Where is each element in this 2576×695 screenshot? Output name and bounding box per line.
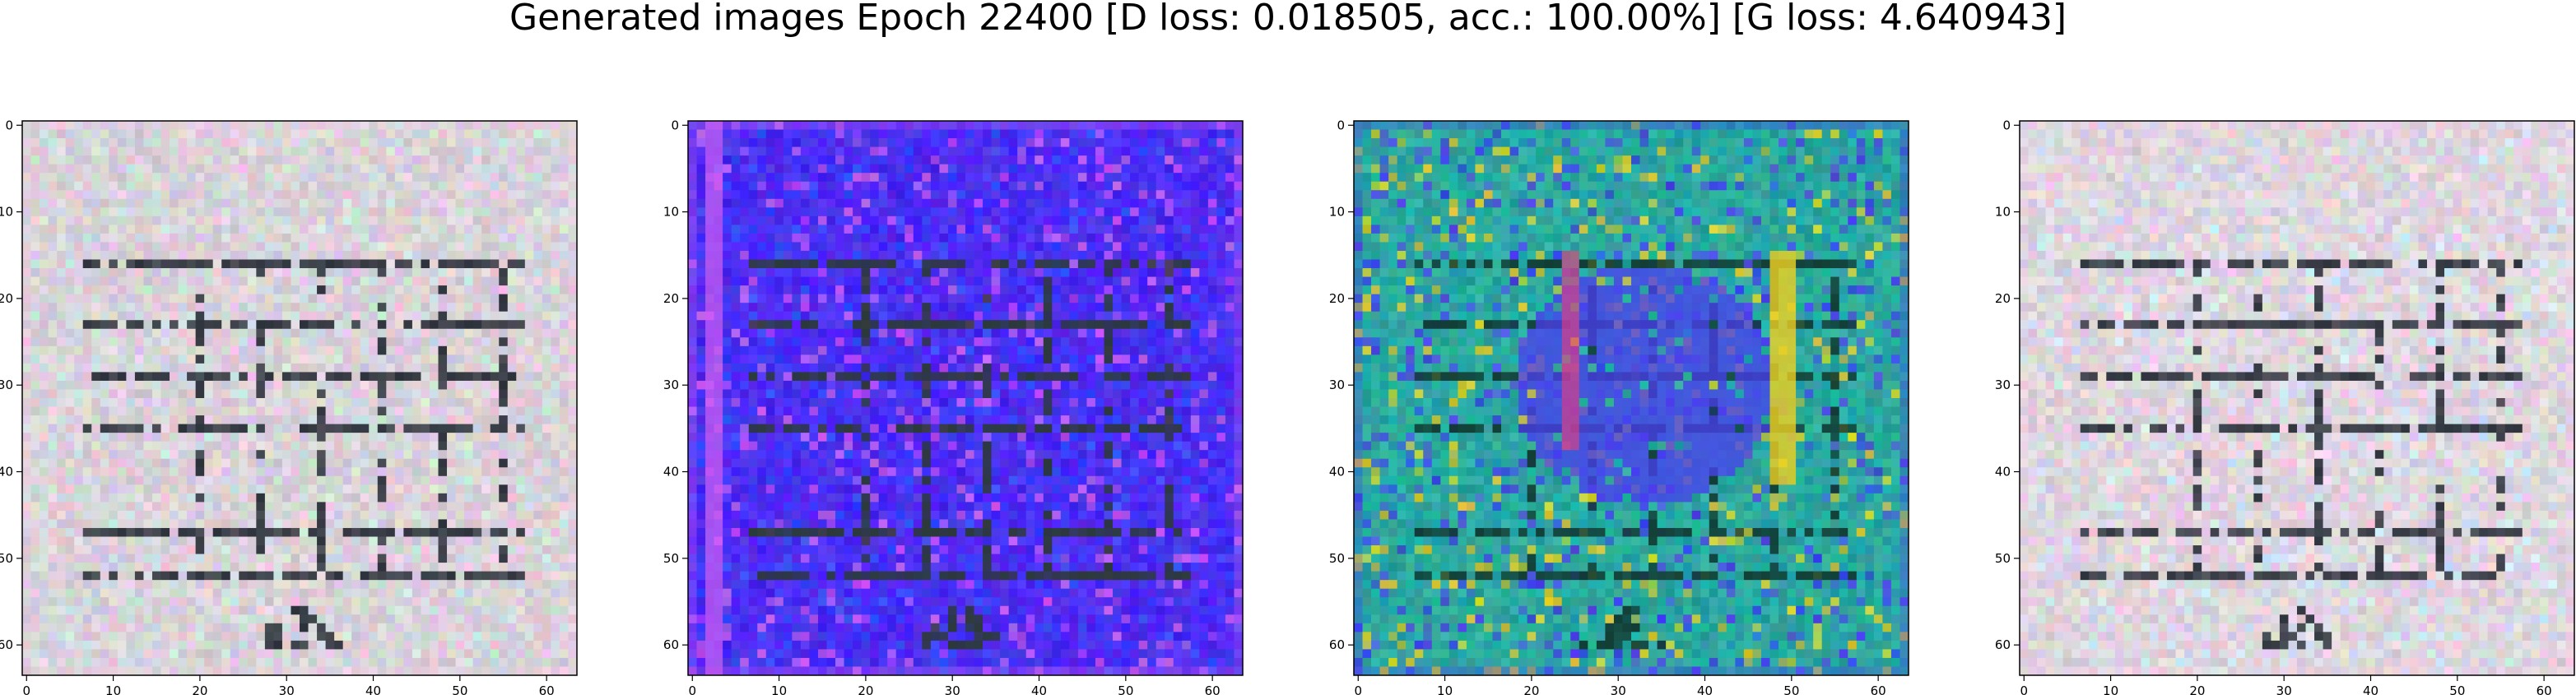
y-tick-label: 30: [1995, 378, 2011, 392]
y-tick-label: 50: [0, 551, 13, 566]
image-pixels: [1354, 121, 1909, 676]
x-tick-label: 30: [279, 683, 295, 695]
y-tick-label: 60: [0, 637, 13, 652]
x-tick-label: 60: [1871, 683, 1886, 695]
y-tick-label: 0: [2002, 118, 2011, 132]
x-tick-label: 0: [22, 683, 30, 695]
x-tick-label: 10: [2103, 683, 2118, 695]
x-tick-label: 10: [105, 683, 121, 695]
y-tick-label: 20: [0, 291, 13, 306]
x-tick-label: 10: [1437, 683, 1453, 695]
x-tick-label: 60: [1205, 683, 1221, 695]
x-tick-label: 40: [1697, 683, 1713, 695]
image-panel-4: 0 10 20 30 40 50 60 0 10 20 30 40 50 60: [1995, 118, 2575, 695]
x-tick-label: 0: [2020, 683, 2028, 695]
y-tick-label: 30: [0, 378, 13, 392]
y-tick-label: 50: [663, 551, 679, 566]
axes-frame: [21, 120, 578, 676]
y-tick-label: 10: [663, 205, 679, 220]
y-tick-label: 60: [1329, 637, 1345, 652]
x-tick-label: 20: [1523, 683, 1539, 695]
y-tick-label: 10: [0, 205, 13, 220]
image-pixels: [2020, 121, 2575, 676]
y-tick-label: 40: [663, 465, 679, 480]
y-tick-label: 10: [1995, 205, 2011, 220]
x-tick-label: 60: [2536, 683, 2552, 695]
x-tick-label: 0: [1354, 683, 1362, 695]
x-tick-label: 0: [688, 683, 696, 695]
x-tick-label: 50: [2449, 683, 2465, 695]
y-tick-label: 50: [1329, 551, 1345, 566]
y-tick-label: 0: [671, 118, 679, 132]
y-tick-label: 0: [1337, 118, 1345, 132]
y-tick-label: 20: [663, 291, 679, 306]
y-tick-label: 20: [1329, 291, 1345, 306]
x-tick-label: 30: [1611, 683, 1626, 695]
x-tick-label: 40: [1031, 683, 1047, 695]
y-tick-label: 40: [0, 465, 13, 480]
y-tick-label: 30: [663, 378, 679, 392]
x-tick-label: 40: [2363, 683, 2378, 695]
x-tick-label: 30: [2276, 683, 2292, 695]
axes-frame: [1353, 120, 1909, 676]
y-tick-label: 40: [1329, 465, 1345, 480]
image-panel-2: 0 10 20 30 40 50 60 0 10 20 30 40 50 60: [663, 118, 1244, 695]
x-tick-label: 20: [858, 683, 873, 695]
x-tick-label: 50: [452, 683, 467, 695]
x-tick-label: 20: [2189, 683, 2205, 695]
y-tick-label: 10: [1329, 205, 1345, 220]
y-tick-label: 0: [5, 118, 13, 132]
x-tick-label: 60: [539, 683, 555, 695]
axes-frame: [2019, 120, 2575, 676]
y-tick-label: 40: [1995, 465, 2011, 480]
image-panel-1: 0 10 20 30 40 50 60 0 10 20 30 40 50 60: [0, 118, 578, 695]
y-tick-label: 60: [1995, 637, 2011, 652]
axes-frame: [687, 120, 1244, 676]
y-tick-label: 30: [1329, 378, 1345, 392]
x-tick-label: 50: [1118, 683, 1133, 695]
image-pixels: [688, 121, 1244, 676]
x-tick-label: 50: [1783, 683, 1799, 695]
figure-title: Generated images Epoch 22400 [D loss: 0.…: [509, 0, 2067, 39]
x-tick-label: 10: [771, 683, 787, 695]
y-tick-label: 60: [663, 637, 679, 652]
y-tick-label: 20: [1995, 291, 2011, 306]
x-tick-label: 40: [365, 683, 381, 695]
image-panel-3: 0 10 20 30 40 50 60 0 10 20 30 40 50 60: [1329, 118, 1909, 695]
x-tick-label: 20: [192, 683, 207, 695]
y-tick-label: 50: [1995, 551, 2011, 566]
x-tick-label: 30: [945, 683, 960, 695]
image-pixels: [22, 121, 578, 676]
